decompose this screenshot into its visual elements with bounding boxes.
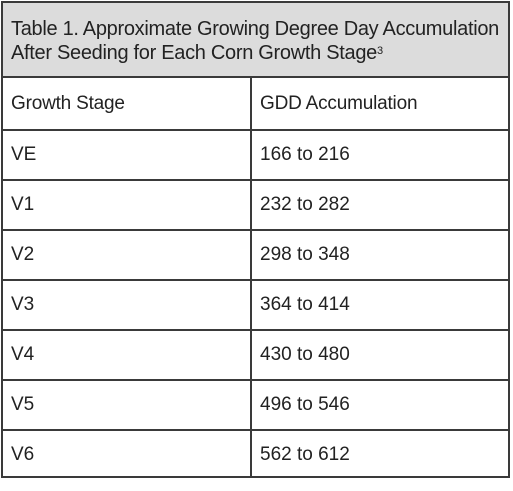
- table-row: V1 232 to 282: [3, 180, 508, 231]
- growth-stage-cell: V4: [3, 330, 252, 381]
- table-header-row: Growth Stage GDD Accumulation: [3, 78, 508, 131]
- gdd-table-container: Table 1. Approximate Growing Degree Day …: [1, 1, 510, 478]
- growth-stage-cell: V6: [3, 430, 252, 478]
- table-row: V4 430 to 480: [3, 330, 508, 381]
- growth-stage-cell: V1: [3, 180, 252, 231]
- gdd-value-cell: 496 to 546: [251, 380, 508, 431]
- header-growth-stage: Growth Stage: [3, 78, 252, 131]
- gdd-value-cell: 298 to 348: [251, 230, 508, 281]
- table-row: V5 496 to 546: [3, 380, 508, 431]
- table-caption-footnote: 3: [376, 45, 383, 57]
- growth-stage-cell: V5: [3, 380, 252, 431]
- gdd-value-cell: 364 to 414: [251, 280, 508, 331]
- table-row: V2 298 to 348: [3, 230, 508, 281]
- gdd-value-cell: 166 to 216: [251, 130, 508, 181]
- gdd-value-cell: 232 to 282: [251, 180, 508, 231]
- growth-stage-cell: V3: [3, 280, 252, 331]
- growth-stage-cell: V2: [3, 230, 252, 281]
- table-row: VE 166 to 216: [3, 130, 508, 181]
- growth-stage-cell: VE: [3, 130, 252, 181]
- gdd-value-cell: 430 to 480: [251, 330, 508, 381]
- table-caption: Table 1. Approximate Growing Degree Day …: [3, 3, 508, 78]
- gdd-value-cell: 562 to 612: [260, 443, 350, 465]
- table-caption-text: Table 1. Approximate Growing Degree Day …: [11, 18, 499, 64]
- table-row: V3 364 to 414: [3, 280, 508, 331]
- table-row: V6 562 to 612: [3, 430, 508, 478]
- gdd-table: Growth Stage GDD Accumulation VE 166 to …: [3, 78, 508, 478]
- header-gdd-accumulation: GDD Accumulation: [251, 78, 508, 131]
